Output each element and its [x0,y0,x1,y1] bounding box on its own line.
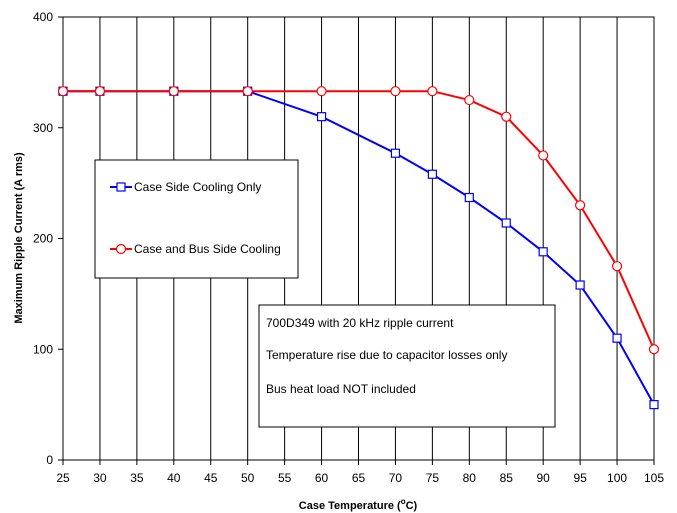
x-tick-label: 30 [93,471,107,485]
data-point-circle [168,86,179,97]
y-tick-label: 100 [33,342,53,356]
x-tick-label: 85 [500,471,514,485]
data-point-square [390,148,401,158]
legend: Case Side Cooling Only Case and Bus Side… [94,159,299,279]
data-point-circle [427,86,438,97]
legend-label-case-side: Case Side Cooling Only [134,180,261,194]
x-tick-label: 25 [56,471,70,485]
x-tick-label: 60 [315,471,329,485]
data-point-circle [648,344,660,355]
x-tick-label: 45 [204,471,218,485]
x-tick-label: 100 [607,471,627,485]
x-tick-label: 40 [167,471,181,485]
legend-marker-square [116,182,126,192]
data-point-circle [316,86,327,97]
data-point-square [464,192,474,203]
x-tick-label: 75 [426,471,440,485]
x-tick-label: 90 [537,471,551,485]
data-point-square [575,280,585,290]
data-point-square [501,218,511,228]
data-point-circle [575,200,586,211]
x-axis-title-main: Case Temperature ( [299,500,401,512]
annotation: 700D349 with 20 kHz ripple current Tempe… [258,304,556,428]
annotation-box [258,304,556,428]
legend-marker-circle [115,243,127,255]
data-point-circle [390,86,401,97]
x-tick-label: 35 [130,471,144,485]
y-axis-ticks: 0 100 200 300 400 [33,10,63,467]
data-point-square [612,333,622,343]
data-point-circle [611,261,623,272]
data-point-circle [242,86,253,97]
data-point-square [538,247,548,257]
data-point-square [427,169,437,179]
x-tick-label: 50 [241,471,255,485]
x-tick-label: 65 [352,471,366,485]
y-tick-label: 0 [46,453,53,467]
x-tick-label: 105 [644,471,664,485]
data-point-circle [57,86,69,97]
data-point-circle [94,86,106,97]
x-tick-label: 55 [278,471,292,485]
x-tick-label: 70 [389,471,403,485]
annotation-line-2: Temperature rise due to capacitor losses… [266,348,507,362]
legend-label-case-bus: Case and Bus Side Cooling [134,242,281,256]
y-axis-title: Maximum Ripple Current (A rms) [13,152,25,324]
x-axis-title: Case Temperature (oC) [299,497,418,512]
x-axis-ticks: 25 30 35 40 45 50 55 60 65 70 75 80 85 90 95 100 105 [56,460,664,485]
annotation-line-3: Bus heat load NOT included [266,382,416,396]
x-axis-title-superscript: o [401,497,406,506]
data-point-square [316,112,327,122]
y-tick-label: 300 [33,121,53,135]
x-axis-title-end: C) [406,500,418,512]
data-point-circle [501,111,512,122]
x-tick-label: 80 [463,471,477,485]
data-point-circle [464,94,475,106]
x-tick-label: 95 [573,471,587,485]
series-group [57,86,660,410]
y-tick-label: 200 [33,232,53,246]
data-point-square [649,400,659,410]
annotation-line-1: 700D349 with 20 kHz ripple current [266,316,454,330]
legend-box [94,159,299,279]
data-point-circle [538,150,549,161]
y-tick-label: 400 [33,10,53,24]
